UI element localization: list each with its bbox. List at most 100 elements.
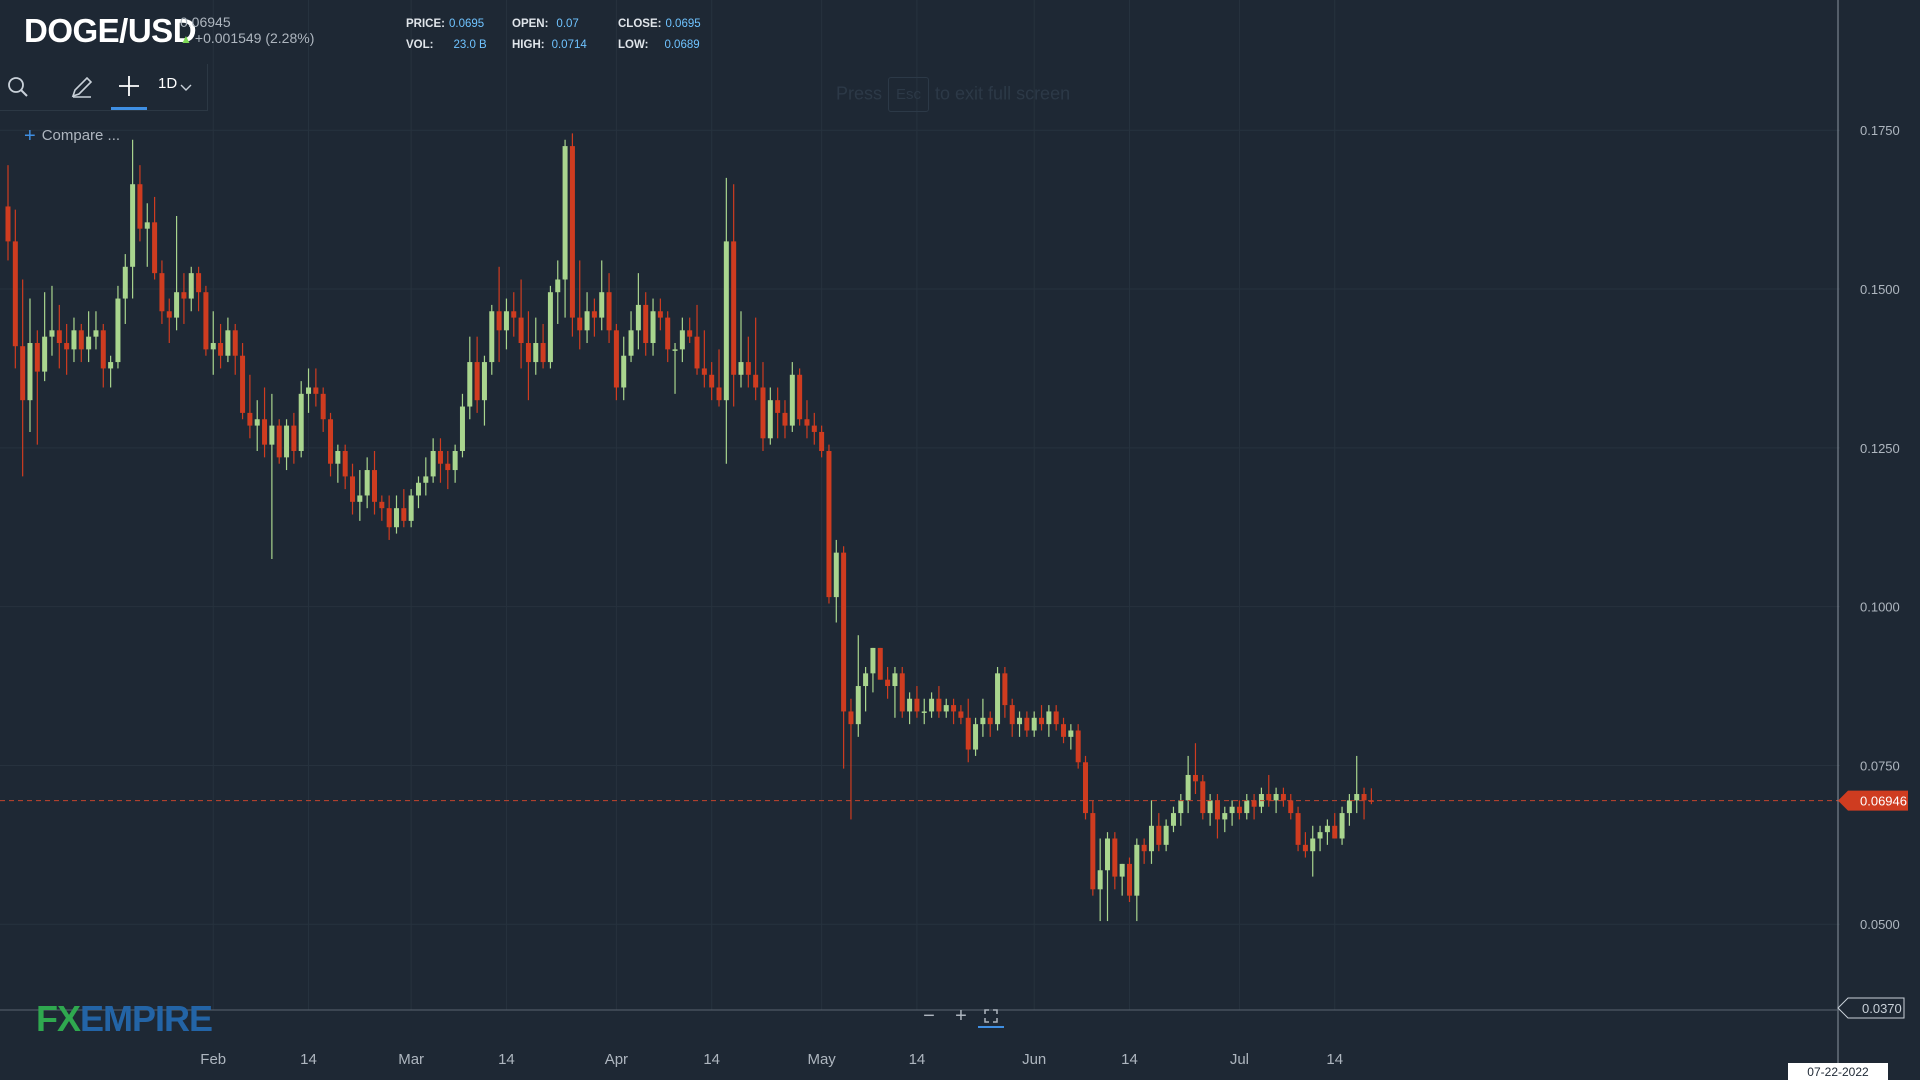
candle	[1119, 863, 1125, 896]
candle-body	[240, 355, 246, 413]
candle-body	[1185, 774, 1191, 801]
candle-body	[5, 206, 11, 242]
candle	[93, 311, 99, 350]
candle-body	[914, 698, 920, 712]
candle	[196, 266, 202, 312]
candle-body	[745, 362, 751, 375]
candle-body	[1068, 730, 1074, 737]
candle	[254, 400, 260, 452]
y-tick-label: 0.1000	[1860, 600, 1900, 615]
candle	[34, 330, 40, 445]
fullscreen-icon	[984, 1009, 998, 1023]
candle-body	[1310, 838, 1316, 852]
candle-body	[811, 425, 817, 432]
close-stat-label: CLOSE:	[618, 18, 662, 30]
compare-button[interactable]: + Compare ...	[24, 125, 120, 148]
candle-body	[753, 374, 759, 388]
candle	[987, 711, 993, 737]
zoom-out-button[interactable]: −	[923, 1005, 935, 1027]
candle-body	[709, 374, 715, 388]
candle	[958, 705, 964, 725]
chevron-down-icon[interactable]	[180, 84, 192, 92]
crosshair-button[interactable]	[111, 64, 147, 110]
candle-body	[225, 330, 231, 356]
candle	[899, 666, 905, 718]
candle-body	[621, 355, 627, 388]
candle-body	[1112, 838, 1118, 877]
price-axis[interactable]: 0.1750 0.1500 0.1250 0.1000 0.0750 0.0500	[1860, 123, 1900, 932]
candle-body	[525, 343, 531, 363]
candle	[225, 317, 231, 363]
candle	[826, 444, 832, 604]
candle	[584, 292, 590, 344]
candle-body	[1163, 825, 1169, 845]
candle-body	[379, 501, 385, 509]
candle	[973, 717, 979, 756]
open-stat-value: 0.07	[556, 18, 579, 30]
candle-body	[995, 673, 1001, 725]
candle-body	[328, 419, 334, 464]
candle-body	[892, 673, 898, 687]
candle-body	[907, 698, 913, 712]
candle	[1295, 806, 1301, 852]
x-tick-label: 14	[1326, 1051, 1343, 1068]
candle	[1148, 800, 1154, 864]
candle-body	[1339, 813, 1345, 839]
candle	[144, 203, 150, 267]
candle	[137, 165, 143, 242]
candle-body	[577, 317, 583, 331]
stats-col-2: OPEN: 0.07 HIGH: 0.0714	[512, 14, 587, 56]
candle	[635, 273, 641, 350]
candle-body	[1053, 711, 1059, 725]
vol-stat-label: VOL:	[406, 39, 434, 51]
candle	[269, 393, 275, 559]
pencil-icon	[71, 76, 93, 98]
candle-body	[613, 330, 619, 388]
candle-body	[643, 304, 649, 344]
candle	[372, 451, 377, 515]
candle	[130, 139, 136, 299]
candle-body	[247, 412, 253, 426]
candle	[679, 317, 685, 363]
candle	[863, 666, 869, 712]
draw-button[interactable]	[64, 64, 100, 110]
candle-body	[423, 476, 429, 483]
candle-body	[1090, 813, 1096, 890]
candle-body	[826, 451, 832, 598]
candle	[1039, 705, 1045, 731]
candle-body	[20, 346, 26, 401]
candle	[547, 285, 553, 369]
current-price-tag-bg	[1838, 790, 1908, 811]
zoom-controls: − +	[916, 1004, 1006, 1028]
candle	[386, 495, 392, 540]
candle-body	[863, 673, 869, 687]
candle	[525, 311, 531, 401]
candle-body	[1170, 813, 1176, 826]
candle	[276, 419, 282, 464]
interval-selector[interactable]: 1D	[158, 75, 178, 92]
candle-body	[1346, 800, 1352, 814]
candle	[1222, 806, 1228, 833]
candle-body	[841, 552, 847, 712]
search-button[interactable]	[0, 64, 36, 110]
candle	[613, 323, 619, 401]
candle	[877, 647, 883, 680]
zoom-in-button[interactable]: +	[955, 1005, 967, 1027]
candle-body	[569, 146, 575, 318]
time-axis[interactable]: Feb 14 Mar 14 Apr 14 May 14 Jun 14 Jul 14	[200, 1051, 1343, 1068]
x-tick-label: Jul	[1230, 1051, 1249, 1068]
candle-body	[665, 317, 671, 350]
candle	[1031, 711, 1037, 737]
candle-body	[1192, 774, 1198, 782]
candle-body	[1009, 705, 1015, 725]
candle	[775, 387, 781, 439]
candle-body	[987, 717, 993, 725]
fit-screen-button[interactable]	[978, 1004, 1004, 1028]
x-tick-label: Feb	[200, 1051, 226, 1068]
candle-body	[203, 292, 209, 350]
candle-body	[1332, 825, 1338, 839]
candle	[122, 254, 128, 324]
y-tick-label: 0.0750	[1860, 758, 1900, 773]
candle	[914, 686, 920, 718]
